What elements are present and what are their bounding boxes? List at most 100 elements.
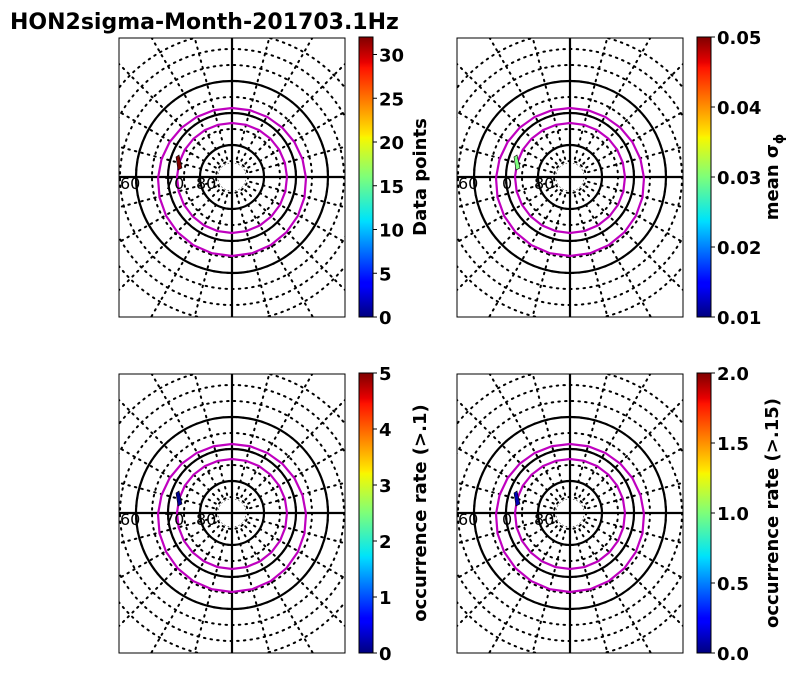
meridian-line (457, 184, 563, 292)
boundary-inner-oval (513, 121, 627, 235)
meridian-line (579, 446, 683, 508)
meridian-line (119, 520, 225, 628)
meridian-line (531, 187, 568, 317)
latitude-label: 70 (164, 510, 184, 529)
boundary-inner-oval (175, 121, 289, 235)
colorbar-tick-label: 15 (379, 177, 404, 198)
meridian-line (457, 515, 560, 545)
colorbar-tick-label: 0.02 (717, 238, 761, 259)
latitude-label: 80 (534, 174, 554, 193)
colorbar-tick-label: 10 (379, 221, 404, 242)
axes-frame (456, 373, 684, 654)
meridian-line (457, 481, 560, 511)
colorbar-gradient (696, 36, 712, 318)
polar-plot-area: 60 70 80 (119, 374, 345, 653)
colorbar-label: occurrence rate (>.15) (762, 398, 783, 628)
colorbar-tick-label: 0 (379, 644, 392, 665)
boundary-outer-oval (494, 442, 646, 594)
meridian-line (241, 518, 345, 580)
meridian-line (488, 522, 565, 653)
meridian-line (119, 184, 225, 292)
meridian-line (457, 145, 560, 175)
meridian-line (241, 446, 345, 508)
meridian-line (241, 110, 345, 172)
axes-frame (118, 37, 346, 318)
meridian-line (119, 398, 225, 506)
colorbar: 0.0 0.5 1.0 1.5 2.0 occurrence rate (>.15) (696, 364, 783, 665)
panel-top-left: 60 70 80 0 5 10 15 20 25 30 Data points (118, 36, 431, 329)
meridian-line (234, 38, 271, 167)
meridian-line (580, 145, 683, 175)
colorbar-gradient (358, 372, 374, 654)
meridian-line (572, 374, 609, 503)
latitude-label: 60 (120, 510, 140, 529)
meridian-line (193, 38, 230, 167)
meridian-line (457, 398, 563, 506)
meridian-line (234, 187, 271, 317)
meridian-line (579, 110, 683, 172)
meridian-line (580, 515, 683, 545)
meridian-line (580, 179, 683, 209)
latitude-label: 60 (458, 174, 478, 193)
meridian-line (150, 374, 227, 504)
meridian-line (119, 110, 223, 172)
boundary-outer-oval (156, 106, 308, 258)
meridian-line (488, 374, 565, 504)
colorbar-tick-label: 20 (379, 133, 404, 154)
meridian-line (457, 179, 560, 209)
meridian-line (577, 520, 683, 628)
figure-title: HON2sigma-Month-201703.1Hz (10, 10, 399, 35)
meridian-line (150, 522, 227, 653)
colorbar-tick-label: 2.0 (717, 364, 749, 385)
meridian-line (119, 62, 225, 170)
meridian-line (242, 145, 345, 175)
colorbar-label: mean σϕ (762, 134, 787, 221)
meridian-line (575, 38, 652, 168)
colorbar-label: occurrence rate (>.1) (410, 404, 431, 621)
colorbar-tick-label: 0 (379, 308, 392, 329)
meridian-line (239, 184, 345, 292)
meridian-line (575, 374, 652, 504)
meridian-line (119, 179, 222, 209)
polar-plot-area: 60 70 80 (119, 38, 345, 317)
meridian-line (119, 182, 223, 244)
latitude-label: 60 (120, 174, 140, 193)
meridian-line (457, 182, 561, 244)
meridian-line (457, 446, 561, 508)
meridian-line (241, 182, 345, 244)
meridian-line (119, 145, 222, 175)
meridian-line (531, 38, 568, 167)
meridian-line (580, 481, 683, 511)
meridian-line (234, 523, 271, 653)
latitude-label: 80 (196, 510, 216, 529)
data-patch (513, 154, 521, 171)
colorbar-tick-label: 0.05 (717, 28, 761, 49)
panel-top-right: 60 0 80 0.01 0.02 0.03 0.04 0.05 mean σϕ (456, 28, 787, 329)
boundary-outer-oval (156, 442, 308, 594)
boundary-outer-oval (494, 106, 646, 258)
meridian-line (193, 187, 230, 317)
boundary-inner-oval (513, 457, 627, 571)
meridian-line (572, 523, 609, 653)
meridian-line (119, 446, 223, 508)
meridian-line (488, 38, 565, 168)
meridian-line (237, 522, 314, 653)
colorbar: 0.01 0.02 0.03 0.04 0.05 mean σϕ (696, 28, 787, 329)
colorbar: 0 5 10 15 20 25 30 Data points (358, 36, 431, 329)
colorbar-tick-label: 30 (379, 46, 404, 67)
boundary-inner-oval (175, 457, 289, 571)
meridian-line (119, 518, 223, 580)
colorbar-tick-label: 0.04 (717, 98, 761, 119)
colorbar-gradient (696, 372, 712, 654)
data-patch (513, 490, 521, 507)
latitude-label: 80 (196, 174, 216, 193)
meridian-line (239, 62, 345, 170)
colorbar-tick-label: 0.01 (717, 308, 761, 329)
colorbar-tick-label: 3 (379, 476, 392, 497)
colorbar-tick-label: 1.0 (717, 504, 749, 525)
latitude-label: 70 (164, 174, 184, 193)
colorbar-tick-label: 4 (379, 420, 392, 441)
meridian-line (577, 398, 683, 506)
panel-bottom-right: 60 0 80 0.0 0.5 1.0 1.5 2.0 occurrence rate (>.1… (456, 364, 783, 665)
meridian-line (193, 523, 230, 653)
